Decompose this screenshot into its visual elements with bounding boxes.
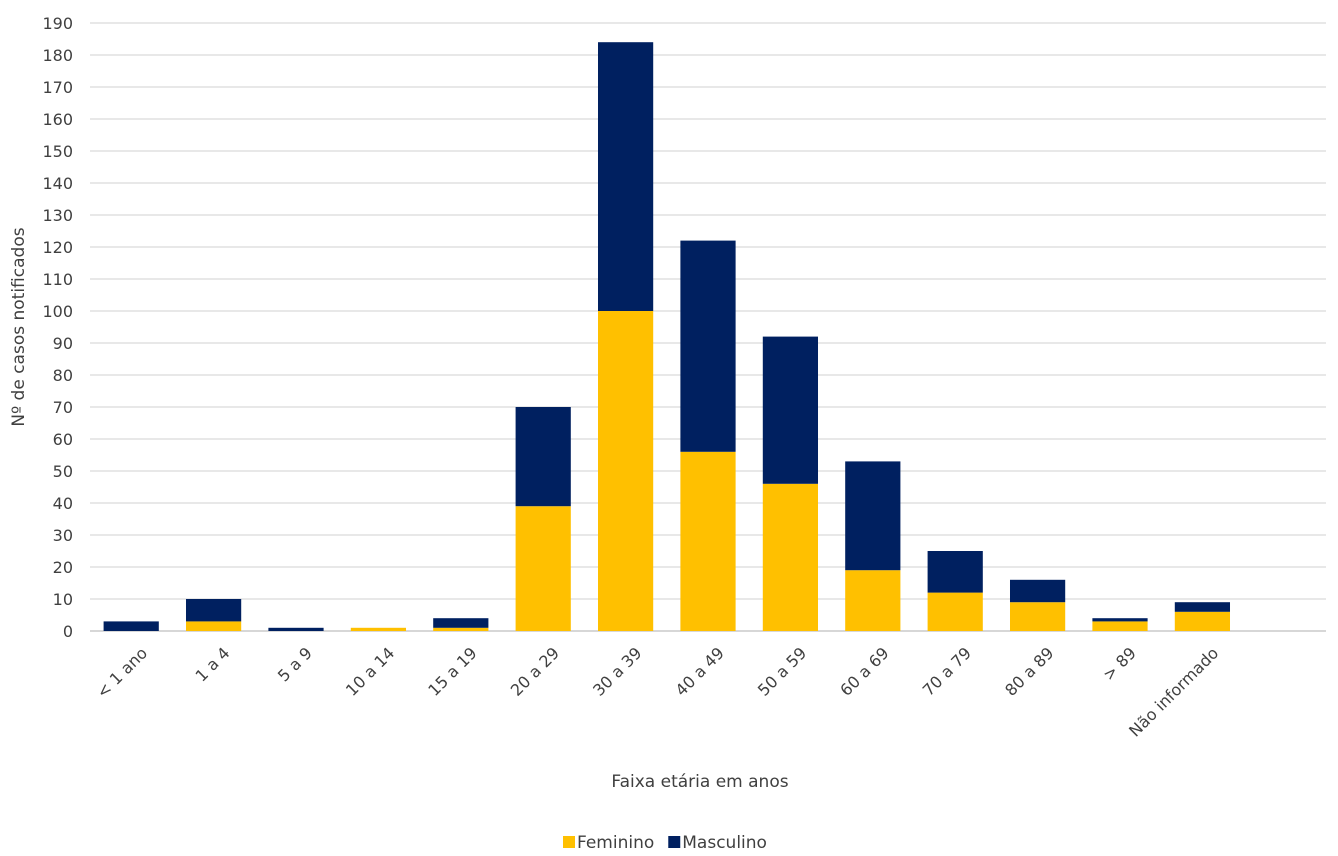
bar-masculino — [927, 551, 983, 593]
bar-masculino — [762, 336, 819, 484]
y-tick-label: 120 — [42, 238, 73, 257]
y-tick-label: 30 — [53, 526, 73, 545]
y-axis-title: Nº de casos notificados — [9, 227, 29, 426]
legend-label-feminino: Feminino — [577, 833, 654, 853]
bar-feminino — [762, 483, 819, 631]
bar-feminino — [845, 570, 901, 631]
bar-masculino — [597, 42, 654, 311]
x-tick-label: 80 a 89 — [1001, 643, 1057, 699]
bar-feminino — [1092, 621, 1148, 631]
bar-feminino — [927, 592, 983, 631]
bar-masculino — [845, 461, 901, 571]
legend-swatch-masculino — [668, 836, 681, 848]
x-tick-label: < 1 ano — [93, 643, 151, 701]
bar-masculino — [1092, 618, 1148, 622]
y-tick-label: 170 — [42, 78, 73, 97]
y-tick-label: 10 — [53, 590, 73, 609]
bar-feminino — [185, 621, 242, 631]
y-tick-label: 160 — [42, 110, 73, 129]
y-tick-label: 0 — [63, 622, 73, 641]
y-tick-label: 50 — [53, 462, 73, 481]
x-tick-label: Não informado — [1125, 643, 1222, 740]
y-axis-tick-labels: 0 10 20 30 40 50 60 70 80 90 100 110 120 130 140 150 160… — [42, 14, 73, 641]
x-axis-tick-labels: < 1 ano 1 a 4 5 a 9 10 a 14 15 a 19 20 a 29 30… — [93, 643, 1223, 740]
bar-feminino — [597, 311, 654, 631]
y-tick-label: 70 — [53, 398, 73, 417]
y-tick-label: 180 — [42, 46, 73, 65]
bar-feminino — [680, 451, 736, 631]
x-axis-title: Faixa etária em anos — [611, 772, 788, 792]
x-tick-label: 10 a 14 — [342, 643, 398, 699]
bar-masculino — [185, 599, 242, 622]
legend-swatch-feminino — [563, 836, 575, 848]
x-tick-label: 50 a 59 — [754, 643, 810, 699]
x-tick-label: 40 a 49 — [672, 643, 728, 699]
bar-feminino — [350, 627, 407, 631]
legend-label-masculino: Masculino — [682, 833, 767, 853]
legend: Feminino Masculino — [563, 833, 767, 853]
x-tick-label: 15 a 19 — [424, 643, 480, 699]
x-tick-label: 5 a 9 — [274, 643, 316, 685]
x-tick-label: 70 a 79 — [919, 643, 975, 699]
bar-masculino — [1009, 579, 1066, 603]
y-tick-label: 190 — [42, 14, 73, 33]
bar-masculino — [1174, 602, 1231, 612]
x-tick-label: 20 a 29 — [507, 643, 563, 699]
y-tick-label: 60 — [53, 430, 73, 449]
x-tick-label: 30 a 39 — [589, 643, 645, 699]
y-tick-label: 80 — [53, 366, 73, 385]
y-tick-label: 40 — [53, 494, 73, 513]
bar-feminino — [1009, 602, 1066, 631]
bar-masculino — [515, 407, 571, 507]
y-tick-label: 100 — [42, 302, 73, 321]
y-tick-label: 150 — [42, 142, 73, 161]
bars — [103, 42, 1231, 631]
y-tick-label: 140 — [42, 174, 73, 193]
y-tick-label: 20 — [53, 558, 73, 577]
y-tick-label: 90 — [53, 334, 73, 353]
bar-feminino — [1174, 611, 1231, 631]
x-tick-label: > 89 — [1099, 643, 1140, 684]
y-tick-label: 110 — [42, 270, 73, 289]
bar-masculino — [268, 627, 324, 631]
x-tick-label: 1 a 4 — [192, 643, 234, 685]
bar-feminino — [433, 627, 489, 631]
bar-masculino — [103, 621, 159, 631]
bar-masculino — [680, 240, 736, 452]
y-tick-label: 130 — [42, 206, 73, 225]
bar-feminino — [515, 506, 571, 631]
bar-masculino — [433, 618, 489, 628]
x-tick-label: 60 a 69 — [836, 643, 892, 699]
